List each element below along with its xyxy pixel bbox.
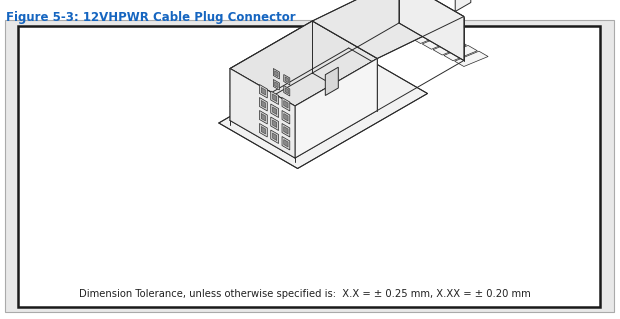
Polygon shape (260, 85, 267, 98)
Polygon shape (282, 110, 290, 124)
Polygon shape (273, 69, 280, 79)
Polygon shape (295, 58, 378, 158)
Polygon shape (230, 21, 378, 106)
Polygon shape (284, 127, 288, 134)
Polygon shape (219, 48, 428, 168)
Polygon shape (284, 114, 288, 121)
Polygon shape (275, 82, 278, 88)
Polygon shape (284, 75, 290, 85)
Polygon shape (399, 0, 464, 61)
Polygon shape (454, 51, 488, 66)
Polygon shape (261, 87, 265, 95)
Polygon shape (455, 0, 471, 11)
Polygon shape (230, 21, 312, 121)
Polygon shape (412, 28, 445, 43)
Polygon shape (271, 117, 278, 130)
Polygon shape (282, 123, 290, 137)
Polygon shape (326, 67, 339, 95)
Polygon shape (271, 91, 278, 105)
Polygon shape (260, 98, 267, 111)
FancyBboxPatch shape (5, 20, 614, 312)
Polygon shape (275, 71, 278, 77)
Polygon shape (272, 133, 277, 140)
Polygon shape (433, 40, 466, 55)
Polygon shape (271, 104, 278, 117)
Polygon shape (260, 123, 267, 137)
Polygon shape (271, 130, 278, 144)
Text: Dimension Tolerance, unless otherwise specified is:  X.X = ± 0.25 mm, X.XX = ± 0: Dimension Tolerance, unless otherwise sp… (79, 289, 531, 299)
Polygon shape (260, 110, 267, 124)
FancyBboxPatch shape (18, 26, 600, 307)
Polygon shape (282, 137, 290, 150)
Polygon shape (444, 45, 477, 61)
Polygon shape (284, 85, 290, 96)
Polygon shape (282, 98, 290, 111)
Polygon shape (261, 127, 265, 134)
Polygon shape (401, 22, 434, 38)
Polygon shape (261, 100, 265, 108)
Polygon shape (261, 114, 265, 121)
Polygon shape (230, 69, 295, 158)
Polygon shape (284, 100, 288, 108)
Text: Figure 5-3: 12VHPWR Cable Plug Connector: Figure 5-3: 12VHPWR Cable Plug Connector (6, 11, 296, 24)
Polygon shape (312, 0, 464, 58)
Polygon shape (285, 77, 288, 83)
Polygon shape (273, 79, 280, 90)
Polygon shape (285, 88, 288, 94)
Polygon shape (272, 94, 277, 101)
Polygon shape (272, 107, 277, 115)
Polygon shape (422, 34, 456, 49)
Polygon shape (272, 120, 277, 128)
Polygon shape (284, 139, 288, 147)
